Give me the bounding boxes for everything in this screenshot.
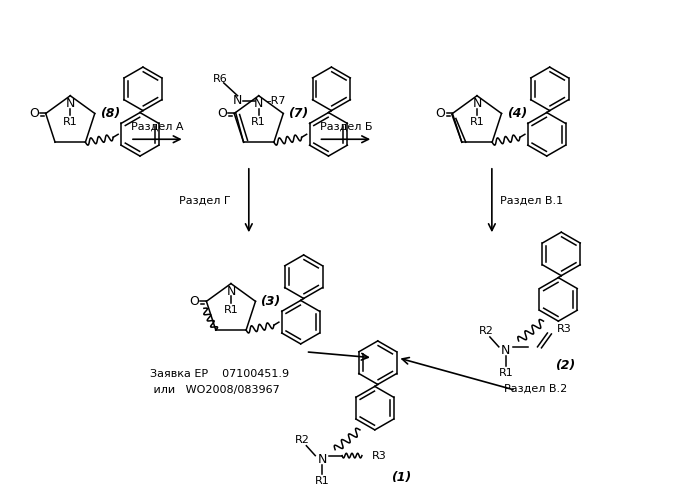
Text: R1: R1 [63,118,78,127]
Text: Раздел В.2: Раздел В.2 [504,383,567,394]
Text: O: O [190,295,200,308]
Text: Раздел Г: Раздел Г [179,195,231,206]
Text: (1): (1) [391,471,412,484]
Text: N: N [226,285,236,298]
Text: (8): (8) [100,107,120,120]
Text: N: N [473,97,482,110]
Text: N: N [254,97,263,110]
Text: O: O [29,107,38,120]
Text: R1: R1 [251,118,266,127]
Text: (2): (2) [555,359,575,372]
Text: R2: R2 [295,435,310,445]
Text: R3: R3 [557,324,572,334]
Text: N: N [501,344,510,357]
Text: (3): (3) [260,295,281,308]
Text: Раздел А: Раздел А [131,122,183,131]
Text: R1: R1 [223,305,238,315]
Text: N: N [66,97,75,110]
Text: R6: R6 [212,74,227,84]
Text: O: O [435,107,445,120]
Text: N: N [318,453,327,466]
Text: (7): (7) [288,107,309,120]
Text: (4): (4) [507,107,527,120]
Text: R3: R3 [372,451,386,461]
Text: R1: R1 [498,368,513,377]
Text: Заявка ЕР    07100451.9: Заявка ЕР 07100451.9 [150,369,288,378]
Text: или   WO2008/083967: или WO2008/083967 [150,385,279,396]
Text: R1: R1 [470,118,484,127]
Text: –R7: –R7 [265,95,286,106]
Text: R2: R2 [479,326,493,336]
Text: O: O [218,107,228,120]
Text: R1: R1 [315,476,330,486]
Text: Раздел В.1: Раздел В.1 [500,195,563,206]
Text: Раздел Б: Раздел Б [320,122,372,131]
Text: N: N [233,94,242,107]
